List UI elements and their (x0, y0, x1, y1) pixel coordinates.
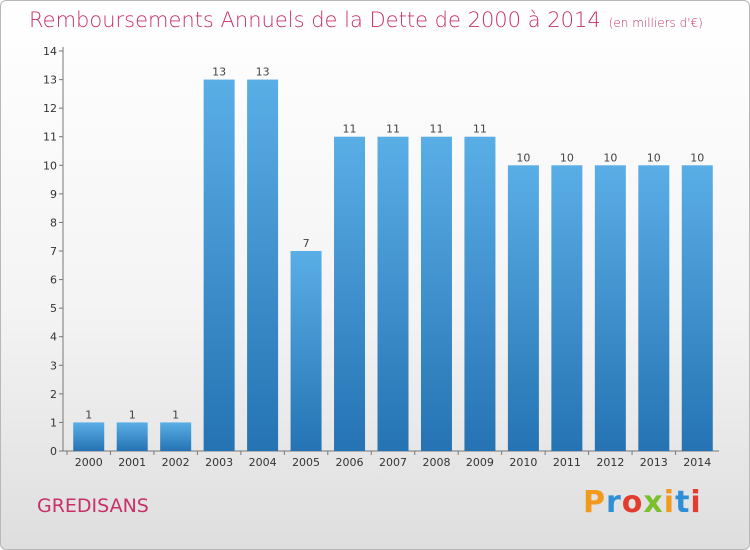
y-tick-label: 12 (43, 102, 57, 115)
value-label: 10 (647, 151, 661, 164)
x-tick-label: 2001 (118, 456, 146, 469)
x-tick-label: 2000 (75, 456, 103, 469)
value-label: 1 (85, 408, 92, 421)
y-tick-label: 7 (50, 245, 57, 258)
logo-letter: i (663, 485, 676, 520)
y-tick-label: 8 (50, 216, 57, 229)
value-label: 11 (343, 123, 357, 136)
x-tick-label: 2013 (640, 456, 668, 469)
bar-2010 (507, 165, 539, 452)
bar-2001 (116, 422, 148, 451)
bar-2004 (247, 79, 279, 452)
bar-2006 (334, 136, 366, 451)
logo-letter: t (675, 485, 691, 520)
logo-letter: i (690, 485, 702, 520)
y-tick-label: 5 (50, 302, 57, 315)
logo-letter: x (643, 485, 664, 520)
bar-2003 (203, 79, 235, 452)
y-tick-label: 10 (43, 159, 57, 172)
title-text: Remboursements Annuels de la Dette de 20… (29, 8, 601, 32)
bar-2013 (638, 165, 670, 452)
y-tick-label: 0 (50, 445, 57, 458)
x-tick-label: 2002 (162, 456, 190, 469)
bar-2011 (551, 165, 583, 452)
bar-2002 (160, 422, 192, 451)
chart-title: Remboursements Annuels de la Dette de 20… (29, 8, 703, 32)
bar-2012 (594, 165, 626, 452)
logo-letter: P (583, 485, 606, 520)
x-tick-label: 2014 (683, 456, 711, 469)
bar-2014 (681, 165, 713, 452)
value-label: 13 (256, 66, 270, 79)
bar-2009 (464, 136, 496, 451)
proxiti-logo: Proxiti (583, 485, 702, 520)
x-tick-label: 2012 (596, 456, 624, 469)
x-tick-label: 2006 (336, 456, 364, 469)
y-tick-label: 13 (43, 74, 57, 87)
value-label: 10 (690, 151, 704, 164)
y-tick-label: 1 (50, 416, 57, 429)
y-tick-label: 2 (50, 388, 57, 401)
bars (73, 79, 713, 452)
y-tick-label: 3 (50, 359, 57, 372)
value-label: 10 (560, 151, 574, 164)
value-label: 7 (303, 237, 310, 250)
logo-letter: r (606, 485, 622, 520)
commune-name: GREDISANS (37, 495, 149, 517)
bar-2007 (377, 136, 409, 451)
bar-2008 (420, 136, 452, 451)
bar-2005 (290, 251, 322, 451)
value-label: 11 (429, 123, 443, 136)
x-tick-label: 2010 (509, 456, 537, 469)
x-tick-label: 2005 (292, 456, 320, 469)
x-tick-label: 2009 (466, 456, 494, 469)
logo-letter: o (621, 485, 644, 520)
x-tick-label: 2004 (249, 456, 277, 469)
x-tick-label: 2003 (205, 456, 233, 469)
value-label: 13 (212, 66, 226, 79)
y-tick-label: 14 (43, 45, 57, 58)
value-label: 11 (386, 123, 400, 136)
x-tick-label: 2007 (379, 456, 407, 469)
value-label: 1 (129, 408, 136, 421)
y-tick-label: 4 (50, 331, 57, 344)
y-tick-label: 9 (50, 188, 57, 201)
x-tick-label: 2008 (422, 456, 450, 469)
bar-2000 (73, 422, 105, 451)
y-tick-label: 6 (50, 274, 57, 287)
value-label: 1 (172, 408, 179, 421)
unit-label: (en milliers d'€) (608, 16, 703, 30)
y-tick-label: 11 (43, 131, 57, 144)
value-label: 10 (603, 151, 617, 164)
x-tick-label: 2011 (553, 456, 581, 469)
value-label: 11 (473, 123, 487, 136)
value-label: 10 (516, 151, 530, 164)
